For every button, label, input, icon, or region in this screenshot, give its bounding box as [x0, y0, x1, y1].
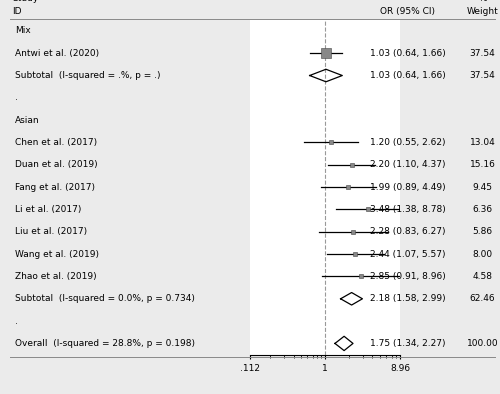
Text: Subtotal  (I-squared = .%, p = .): Subtotal (I-squared = .%, p = .) [15, 71, 161, 80]
Text: 15.16: 15.16 [470, 160, 496, 169]
Text: 1.75 (1.34, 2.27): 1.75 (1.34, 2.27) [370, 339, 446, 348]
Text: Fang et al. (2017): Fang et al. (2017) [15, 183, 95, 191]
Text: 2.44 (1.07, 5.57): 2.44 (1.07, 5.57) [370, 250, 446, 258]
Text: Overall  (I-squared = 28.8%, p = 0.198): Overall (I-squared = 28.8%, p = 0.198) [15, 339, 195, 348]
Text: 1.03 (0.64, 1.66): 1.03 (0.64, 1.66) [370, 49, 446, 58]
Text: 8.00: 8.00 [472, 250, 492, 258]
Text: Asian: Asian [15, 116, 40, 125]
Text: Weight: Weight [466, 7, 498, 16]
Text: 37.54: 37.54 [470, 71, 496, 80]
Text: 1.20 (0.55, 2.62): 1.20 (0.55, 2.62) [370, 138, 446, 147]
Text: Wang et al. (2019): Wang et al. (2019) [15, 250, 99, 258]
Text: ID: ID [12, 7, 22, 16]
Text: OR (95% CI): OR (95% CI) [380, 7, 435, 16]
Text: 4.58: 4.58 [472, 272, 492, 281]
Text: 37.54: 37.54 [470, 49, 496, 58]
Text: 5.86: 5.86 [472, 227, 492, 236]
Text: Antwi et al. (2020): Antwi et al. (2020) [15, 49, 99, 58]
Text: 2.85 (0.91, 8.96): 2.85 (0.91, 8.96) [370, 272, 446, 281]
Text: 6.36: 6.36 [472, 205, 492, 214]
Text: Li et al. (2017): Li et al. (2017) [15, 205, 81, 214]
Text: Subtotal  (I-squared = 0.0%, p = 0.734): Subtotal (I-squared = 0.0%, p = 0.734) [15, 294, 194, 303]
Text: Zhao et al. (2019): Zhao et al. (2019) [15, 272, 96, 281]
Text: Duan et al. (2019): Duan et al. (2019) [15, 160, 98, 169]
Text: Mix: Mix [15, 26, 30, 35]
Text: Study: Study [12, 0, 39, 2]
Text: 3.48 (1.38, 8.78): 3.48 (1.38, 8.78) [370, 205, 446, 214]
Text: 13.04: 13.04 [470, 138, 496, 147]
Text: 2.20 (1.10, 4.37): 2.20 (1.10, 4.37) [370, 160, 446, 169]
Text: 62.46: 62.46 [470, 294, 496, 303]
Text: 9.45: 9.45 [472, 183, 492, 191]
Text: .: . [15, 93, 18, 102]
Text: 1.99 (0.89, 4.49): 1.99 (0.89, 4.49) [370, 183, 446, 191]
Text: 100.00: 100.00 [466, 339, 498, 348]
Text: %: % [478, 0, 487, 2]
Text: Liu et al. (2017): Liu et al. (2017) [15, 227, 87, 236]
Text: Chen et al. (2017): Chen et al. (2017) [15, 138, 97, 147]
Text: 2.18 (1.58, 2.99): 2.18 (1.58, 2.99) [370, 294, 446, 303]
Text: 1.03 (0.64, 1.66): 1.03 (0.64, 1.66) [370, 71, 446, 80]
Text: .: . [15, 317, 18, 325]
Text: 2.28 (0.83, 6.27): 2.28 (0.83, 6.27) [370, 227, 446, 236]
